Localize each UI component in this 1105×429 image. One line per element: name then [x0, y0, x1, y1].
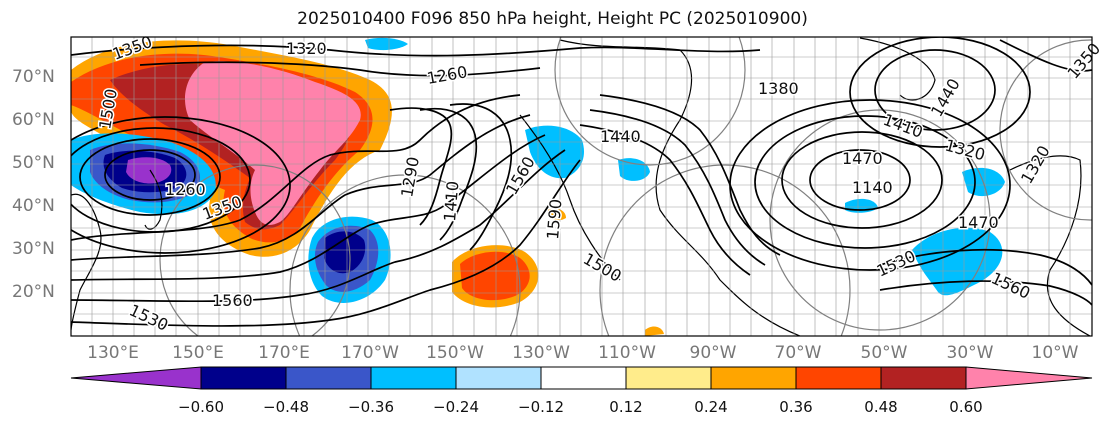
colorbar [70, 366, 1093, 390]
lon-label: 50°W [860, 343, 908, 363]
colorbar-tick-label: 0.12 [609, 398, 643, 416]
colorbar-tick-label: −0.48 [263, 398, 309, 416]
colorbar-segment [965, 366, 1093, 390]
lon-label: 10°W [1031, 343, 1079, 363]
lon-label: 30°W [946, 343, 994, 363]
coastline-japan [144, 169, 163, 230]
lat-label-50n: 50°N [12, 153, 55, 173]
gray-circles [159, 37, 1092, 336]
contour-label: 1470 [842, 149, 883, 168]
lat-label-60n: 60°N [12, 110, 55, 130]
lon-label: 170°W [341, 343, 399, 363]
colorbar-tick-label: −0.36 [348, 398, 394, 416]
contour-label: 1320 [286, 39, 327, 58]
contour-label: 1410 [440, 180, 462, 222]
negative-anomaly-central-pacific-core [324, 231, 366, 274]
coastline-north-america [559, 39, 801, 336]
contour-labels: 1350 1320 1260 1380 1440 1440 1410 1470 … [94, 30, 1105, 336]
colorbar-segment [710, 366, 797, 390]
positive-anomaly-subtropical-pacific-inner [460, 251, 530, 301]
contour-label: 1560 [212, 291, 253, 310]
negative-anomaly-gulf-alaska [525, 125, 585, 179]
contour-label: 1590 [543, 198, 565, 240]
colorbar-tick-label: −0.24 [433, 398, 479, 416]
lon-label: 170°E [258, 343, 310, 363]
contour-label: 1470 [958, 213, 999, 232]
lon-label: 90°W [689, 343, 737, 363]
contour-label: 1260 [165, 180, 206, 199]
contour-label: 1380 [758, 79, 799, 98]
height-contours [71, 37, 1092, 327]
lat-label-20n: 20°N [12, 282, 55, 302]
lat-label-70n: 70°N [12, 67, 55, 87]
positive-anomaly-north-pacific-max [185, 61, 361, 225]
contour-label: 1140 [852, 178, 893, 197]
lon-label: 70°W [774, 343, 822, 363]
graticule [71, 37, 1092, 336]
lon-label: 130°W [512, 343, 570, 363]
colorbar-segment [625, 366, 712, 390]
negative-anomaly-atlantic [912, 227, 1003, 296]
contour-label: 1440 [600, 127, 641, 146]
lon-label: 130°E [87, 343, 139, 363]
lon-label: 150°E [172, 343, 224, 363]
coastline-asia [71, 193, 102, 331]
lat-label-40n: 40°N [12, 196, 55, 216]
positive-anomaly-small [645, 326, 664, 336]
lon-label: 110°W [598, 343, 656, 363]
colorbar-tick-label: 0.48 [864, 398, 898, 416]
colorbar-segment [795, 366, 882, 390]
colorbar-tick-label: 0.60 [949, 398, 983, 416]
contour-label: 1260 [425, 62, 468, 88]
lat-label-30n: 30°N [12, 239, 55, 259]
negative-anomaly-arctic-small [365, 37, 408, 51]
colorbar-tick-label: −0.12 [518, 398, 564, 416]
colorbar-segment [880, 366, 967, 390]
colorbar-segment [285, 366, 372, 390]
colorbar-segment [70, 366, 202, 390]
map-frame [70, 36, 1093, 337]
colorbar-tick-label: 0.24 [694, 398, 728, 416]
coastline-greenland [859, 37, 936, 101]
colorbar-tick-label: −0.60 [178, 398, 224, 416]
map-title: 2025010400 F096 850 hPa height, Height P… [297, 9, 808, 29]
colorbar-segment [200, 366, 287, 390]
colorbar-segment [455, 366, 542, 390]
colorbar-segment [540, 366, 627, 390]
colorbar-tick-label: 0.36 [779, 398, 813, 416]
lon-label: 150°W [426, 343, 484, 363]
positive-anomaly-coast [548, 208, 566, 221]
colorbar-segment [370, 366, 457, 390]
